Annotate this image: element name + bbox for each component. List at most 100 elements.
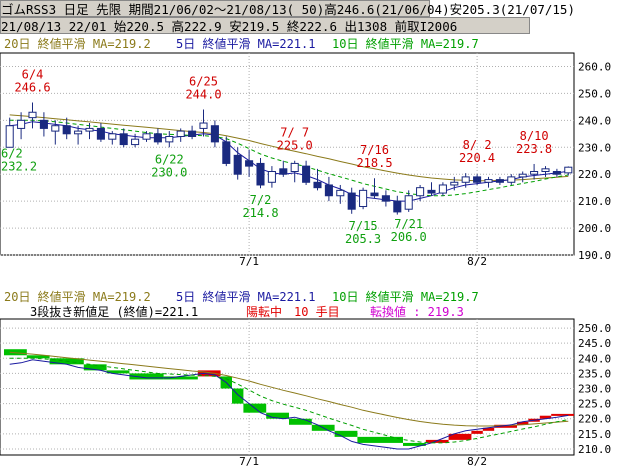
candle-down: [324, 184, 333, 197]
step-bar-up: [539, 415, 552, 419]
candle-down: [552, 171, 561, 175]
bottom-y-tick-label: 210.0: [578, 443, 611, 456]
top-x-tick-label: 8/2: [467, 255, 487, 268]
step-bar-down: [129, 373, 164, 380]
bottom-y-tick-label: 240.0: [578, 352, 611, 365]
kagi-conversion: 転換値 : 219.3: [370, 304, 464, 319]
high-label-value: 225.0: [277, 139, 313, 153]
low-label-date: 7/15: [349, 219, 378, 233]
step-bar-up: [448, 433, 472, 440]
step-bar-down: [357, 436, 403, 443]
bottom-y-tick-label: 245.0: [578, 337, 611, 350]
chart-header: ゴムRSS3 日足 先限 期間21/06/02～21/08/13( 50)高24…: [0, 0, 624, 34]
candle-down: [393, 200, 402, 213]
candle-down: [427, 189, 436, 194]
high-label-value: 223.8: [516, 142, 552, 156]
top-y-tick-label: 220.0: [578, 168, 611, 181]
low-label-date: 6/2: [1, 146, 23, 160]
candle-down: [119, 133, 128, 146]
step-bar-up: [197, 370, 221, 377]
candle-up: [438, 184, 447, 194]
top-y-tick-label: 260.0: [578, 60, 611, 73]
ma-line-10: [9, 119, 569, 197]
candle-down: [370, 192, 379, 197]
low-label-value: 206.0: [391, 230, 427, 244]
high-label-value: 218.5: [356, 156, 392, 170]
candle-down: [347, 192, 356, 210]
high-label-date: 7/16: [360, 143, 389, 157]
candle-down: [210, 125, 219, 143]
high-label-date: 6/4: [22, 68, 44, 82]
high-label-value: 244.0: [185, 88, 221, 102]
candle-up: [5, 125, 14, 148]
candle-down: [381, 195, 390, 202]
bottom-x-tick-label: 7/1: [239, 455, 259, 468]
candle-up: [176, 130, 185, 137]
bottom-ma-line-10: [9, 357, 569, 444]
candle-up: [518, 173, 527, 178]
candle-up: [461, 176, 470, 183]
candle-up: [416, 187, 425, 197]
bottom-y-tick-label: 235.0: [578, 367, 611, 380]
bottom-y-tick-label: 220.0: [578, 413, 611, 426]
candle-up: [17, 119, 26, 129]
step-bar-down: [106, 370, 130, 374]
high-label-date: 6/25: [189, 75, 218, 89]
candle-up: [131, 138, 140, 146]
high-label-date: 8/10: [520, 129, 549, 143]
candle-up: [74, 130, 83, 135]
candle-up: [51, 125, 60, 132]
candle-down: [222, 141, 231, 164]
top-y-tick-label: 210.0: [578, 195, 611, 208]
candle-up: [290, 162, 299, 173]
step-bar-up: [471, 430, 483, 434]
top-y-tick-label: 230.0: [578, 141, 611, 154]
low-label-value: 232.2: [1, 159, 37, 173]
low-label-value: 214.8: [242, 206, 278, 220]
top-legend-ma20: 20日 終値平滑 MA=219.2: [4, 36, 151, 51]
candle-up: [484, 179, 493, 183]
top-y-tick-label: 200.0: [578, 222, 611, 235]
candle-up: [507, 176, 516, 183]
step-bar-up: [551, 413, 574, 416]
header-line-ohlc: 21/08/13 22/01 始220.5 高222.9 安219.5 終222…: [0, 17, 530, 34]
bottom-y-tick-label: 215.0: [578, 428, 611, 441]
candle-up: [165, 135, 174, 143]
bottom-y-tick-label: 225.0: [578, 398, 611, 411]
step-bar-down: [83, 364, 107, 371]
step-bar-up: [425, 439, 449, 443]
candle-down: [62, 125, 71, 135]
low-label-date: 6/22: [155, 152, 184, 166]
candle-up: [541, 168, 550, 173]
step-bar-up: [482, 427, 495, 431]
top-y-tick-label: 240.0: [578, 114, 611, 127]
step-bar-down: [266, 412, 289, 419]
step-bar-down: [232, 388, 244, 404]
step-bar-down: [26, 355, 50, 359]
low-label-date: 7/2: [250, 193, 272, 207]
candle-up: [564, 166, 573, 174]
candle-down: [313, 181, 322, 189]
bottom-legend-ma20: 20日 終値平滑 MA=219.2: [4, 289, 151, 304]
kagi-count: 10 手目: [294, 305, 340, 319]
bottom-ma-line-5: [9, 359, 569, 450]
candle-down: [302, 165, 311, 183]
step-bar-down: [163, 376, 198, 380]
candle-up: [450, 181, 459, 186]
top-plot-frame: [0, 52, 575, 256]
candle-down: [279, 168, 288, 175]
top-legend-ma5: 5日 終値平滑 MA=221.1: [176, 36, 315, 51]
candle-up: [530, 171, 539, 175]
candle-up: [85, 127, 94, 132]
candle-up: [28, 111, 37, 119]
bottom-y-tick-label: 230.0: [578, 383, 611, 396]
high-label-date: 7/ 7: [280, 126, 309, 140]
candle-up: [108, 133, 117, 140]
step-bar-down: [334, 430, 358, 437]
candle-down: [39, 119, 48, 129]
bottom-ma-line-20: [9, 351, 569, 427]
step-bar-down: [403, 442, 426, 446]
candle-down: [96, 127, 105, 140]
candle-up: [359, 189, 368, 208]
